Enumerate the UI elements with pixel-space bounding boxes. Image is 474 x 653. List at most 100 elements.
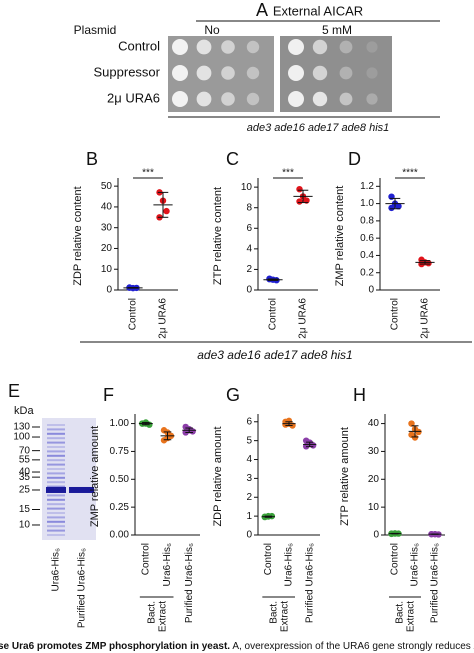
gel-smear [47,454,65,457]
column-label: No [204,23,220,37]
colony-spot [339,92,353,106]
y-tick-label: 8 [246,202,252,213]
y-tick-label: 1.0 [360,198,374,209]
significance-label: *** [282,168,294,179]
gel [42,418,96,540]
ladder-label: 35 [19,472,31,483]
y-tick-label: 10 [241,182,253,193]
panel-label: C [226,149,239,169]
ladder-label: 25 [19,485,31,496]
y-tick-label: 20 [101,243,113,254]
data-point [388,193,395,200]
panel-label: B [86,149,98,169]
y-axis-label: ZTP relative amount [339,427,351,526]
panel-label: H [353,385,366,405]
colony-spot [196,65,212,81]
y-tick-label: 0.2 [360,267,374,278]
y-tick-label: 6 [246,416,252,427]
data-point [425,260,432,267]
x-tick-label: Purified Ura6-His₆ [184,543,195,623]
gel-smear [47,516,65,519]
y-tick-label: 0.50 [110,474,130,485]
ladder-label: 40 [19,467,31,478]
ladder-label: 10 [19,520,31,531]
gel-smear [47,481,65,484]
x-tick-label: Control [128,298,139,330]
gel-smear [47,424,65,426]
x-tick-label: Ura6-His₆ [284,543,295,586]
data-point [296,198,303,205]
y-tick-label: 40 [101,202,113,213]
gel-smear [47,534,65,536]
colony-spot [196,39,212,55]
unit-label: kDa [14,405,34,417]
gel-smear [47,441,65,444]
y-tick-label: 0 [106,285,112,296]
y-tick-label: 0 [246,285,252,296]
panel-label: A [256,0,268,20]
y-tick-label: 0.8 [360,216,374,227]
data-point [388,204,395,212]
caption-bold: se Ura6 promotes ZMP phosphorylation in … [0,641,230,652]
colony-spot [288,91,304,107]
gel-smear [47,476,65,479]
bracket-label: Bact. [268,601,279,624]
ladder-label: 100 [13,432,30,443]
panel-label: D [348,149,361,169]
x-tick-label: 2μ URA6 [158,298,169,339]
data-point [163,207,170,215]
y-tick-label: 30 [101,222,113,233]
colony-spot [312,65,328,81]
y-tick-label: 0.25 [110,502,130,513]
colony-spot [246,92,260,106]
colony-spot [172,39,188,55]
x-tick-label: Ura6-His₆ [162,543,173,586]
y-tick-label: 0 [373,530,379,541]
colony-spot [246,40,260,54]
gel-smear [47,512,65,514]
bracket-label: Bact. [395,601,406,624]
y-tick-label: 1.2 [360,181,374,192]
bracket-label: Extract [406,601,417,632]
y-tick-label: 2 [246,492,252,503]
lane-label: Purified Ura6-His₆ [77,548,88,628]
x-tick-label: Control [268,298,279,330]
y-tick-label: 10 [368,502,380,513]
colony-spot [339,66,353,80]
gel-smear [47,446,65,448]
panel-title: External AICAR [273,3,363,18]
gel-smear [47,472,65,475]
panel-label: G [226,385,240,405]
y-tick-label: 4 [246,243,252,254]
colony-spot [339,40,353,54]
gel-smear [47,520,65,523]
colony-spot [221,92,235,106]
y-tick-label: 4 [246,454,252,465]
data-point [408,420,415,427]
gel-band [46,486,66,493]
y-tick-label: 40 [368,418,380,429]
panel-label: E [8,381,20,401]
y-tick-label: 0.6 [360,233,374,244]
gel-smear [47,432,65,435]
ladder-label: 70 [19,445,31,456]
y-tick-label: 50 [101,181,113,192]
row-label: Suppressor [94,64,161,79]
significance-label: *** [142,168,154,179]
row-label: Control [118,38,160,53]
x-tick-label: Control [390,543,401,575]
y-tick-label: 0.4 [360,250,374,261]
y-tick-label: 1 [246,511,252,522]
x-tick-label: Control [263,543,274,575]
colony-spot [288,65,304,81]
y-tick-label: 5 [246,435,252,446]
x-tick-label: 2μ URA6 [298,298,309,339]
data-point [285,417,293,425]
gel-smear [47,468,65,470]
gel-smear [47,485,65,488]
y-tick-label: 0 [368,285,374,296]
colony-spot [246,66,260,80]
colony-spot [366,93,378,105]
data-point [395,202,402,210]
colony-spot [221,66,235,80]
